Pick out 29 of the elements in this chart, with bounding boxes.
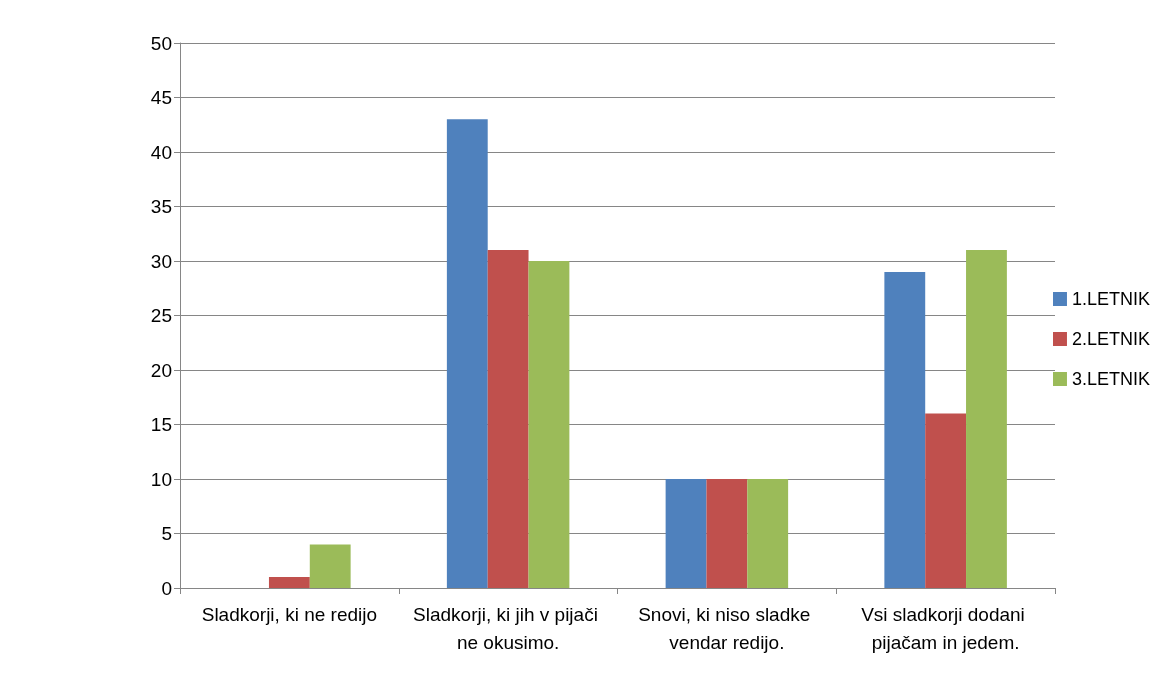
bar <box>747 479 789 588</box>
bar <box>665 479 707 588</box>
y-tick-label: 5 <box>161 523 172 544</box>
y-tick-label: 25 <box>150 305 172 326</box>
x-tick-label: Sladkorji, ki jih v pijači ne okusimo. <box>413 603 604 653</box>
x-tick-label: Snovi, ki niso sladke vendar redijo. <box>638 603 816 653</box>
bar <box>487 250 529 588</box>
bar <box>268 577 310 588</box>
y-tick-label: 0 <box>161 577 172 599</box>
legend-label: 1.LETNIK <box>1071 289 1150 309</box>
bar <box>884 271 926 588</box>
legend-label: 2.LETNIK <box>1071 329 1150 349</box>
bar <box>925 413 967 588</box>
x-tick-label: Sladkorji, ki ne redijo <box>201 603 378 625</box>
x-tick-label: Vsi sladkorji dodani pijačam in jedem. <box>861 603 1031 653</box>
y-tick-label: 40 <box>150 141 172 163</box>
y-tick-label: 45 <box>150 87 172 108</box>
y-tick-label: 35 <box>150 196 172 217</box>
bar <box>528 261 570 588</box>
bar <box>966 250 1007 588</box>
y-tick-label: 30 <box>150 250 172 272</box>
legend-label: 3.LETNIK <box>1071 369 1150 389</box>
y-tick-label: 15 <box>150 414 172 435</box>
y-tick-label: 50 <box>150 32 172 54</box>
bar <box>309 544 351 588</box>
bar <box>446 119 488 588</box>
bar <box>706 479 748 588</box>
y-tick-label: 10 <box>150 468 172 490</box>
y-tick-label: 20 <box>150 359 172 381</box>
